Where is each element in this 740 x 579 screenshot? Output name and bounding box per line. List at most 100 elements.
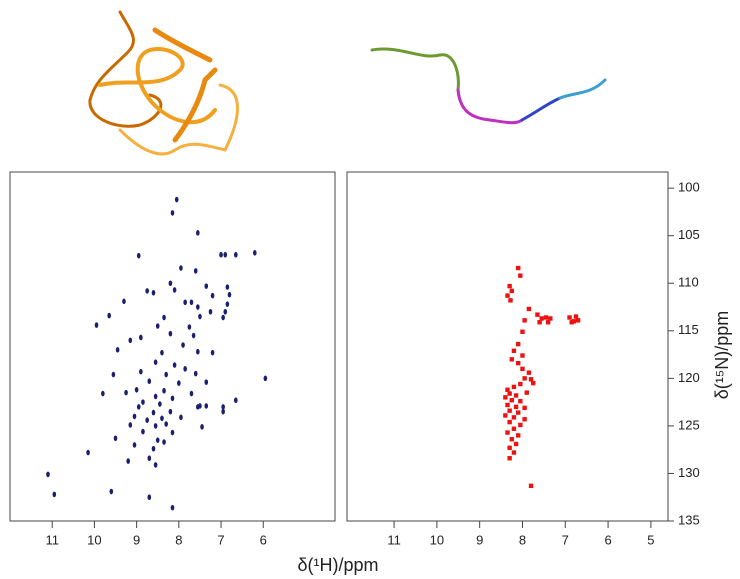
peak <box>522 405 527 411</box>
peak <box>543 315 549 320</box>
peak <box>204 283 209 289</box>
peak <box>503 395 508 400</box>
peak <box>168 330 173 337</box>
peak <box>569 320 574 325</box>
peak <box>516 360 521 366</box>
disordered-structure <box>370 47 607 125</box>
plot-frame <box>9 171 336 522</box>
x-tick-label: 11 <box>45 532 59 547</box>
peak <box>86 449 90 456</box>
y-axis-title: δ(¹⁵N)/ppm <box>712 311 732 399</box>
peak <box>227 291 232 298</box>
peak <box>535 312 540 317</box>
x-tick-label: 10 <box>87 532 101 547</box>
peak <box>155 323 160 329</box>
peak <box>153 423 158 429</box>
peak <box>537 320 542 325</box>
peak <box>170 210 175 216</box>
x-tick-label: 6 <box>260 532 267 547</box>
peak <box>181 342 185 348</box>
peak <box>505 402 510 408</box>
peak <box>234 397 238 404</box>
peak <box>145 288 149 294</box>
peak <box>524 390 529 395</box>
peak <box>520 329 525 334</box>
peak <box>528 377 534 382</box>
peak <box>132 442 137 448</box>
peak <box>511 384 517 390</box>
peak <box>145 417 149 423</box>
peak <box>511 348 517 353</box>
peak <box>513 441 519 447</box>
peak <box>158 401 162 407</box>
peak <box>509 288 514 294</box>
peak <box>162 439 166 445</box>
peak <box>511 415 517 420</box>
peak <box>511 450 517 455</box>
peak <box>126 458 130 464</box>
y-tick-label: 110 <box>678 275 699 290</box>
peak <box>147 455 152 462</box>
peak <box>124 389 128 396</box>
peak <box>170 429 175 436</box>
peak <box>136 404 141 410</box>
y-tick-label: 105 <box>678 227 700 242</box>
peak <box>516 341 521 347</box>
x-tick-label: 7 <box>217 532 224 547</box>
peak <box>509 398 514 403</box>
peak <box>210 349 215 356</box>
peak <box>172 362 177 368</box>
peak <box>507 419 512 425</box>
peak <box>518 398 523 404</box>
peak <box>234 251 238 258</box>
peak <box>263 375 268 382</box>
peak <box>46 471 50 478</box>
peak <box>509 357 514 362</box>
x-tick-label: 8 <box>519 532 526 547</box>
peak <box>168 408 173 415</box>
peak <box>507 456 512 461</box>
peak <box>522 318 527 323</box>
peak <box>189 390 194 397</box>
peak <box>573 314 579 319</box>
peak <box>511 426 517 431</box>
peak <box>223 308 228 315</box>
peak <box>153 359 158 365</box>
x-tick-label: 9 <box>133 532 140 547</box>
peak <box>225 284 230 290</box>
peak <box>505 293 510 298</box>
peak <box>204 379 209 385</box>
peak <box>183 299 187 306</box>
peak <box>141 399 145 405</box>
peak <box>160 415 164 422</box>
peak <box>196 304 200 310</box>
peak <box>187 324 192 330</box>
peak <box>136 252 141 259</box>
x-tick-label: 8 <box>175 532 182 547</box>
peak <box>113 435 118 442</box>
peak <box>507 408 512 413</box>
y-tick-label: 125 <box>678 417 700 432</box>
peak <box>221 408 225 415</box>
peak <box>509 437 514 442</box>
peak <box>172 287 177 293</box>
peak <box>522 376 527 381</box>
peak <box>134 386 139 393</box>
peak <box>545 320 551 325</box>
peak <box>223 251 228 258</box>
peak <box>253 250 257 256</box>
peak <box>139 368 143 375</box>
peak <box>507 391 512 396</box>
peak <box>518 381 523 387</box>
peak <box>164 371 168 378</box>
peak <box>183 366 187 372</box>
peak <box>193 370 198 377</box>
x-tick-label: 10 <box>430 532 444 547</box>
peak <box>518 273 523 278</box>
peak <box>221 404 225 410</box>
peak <box>109 488 114 495</box>
peak <box>507 283 512 289</box>
peak <box>575 318 581 323</box>
peak <box>208 308 213 315</box>
